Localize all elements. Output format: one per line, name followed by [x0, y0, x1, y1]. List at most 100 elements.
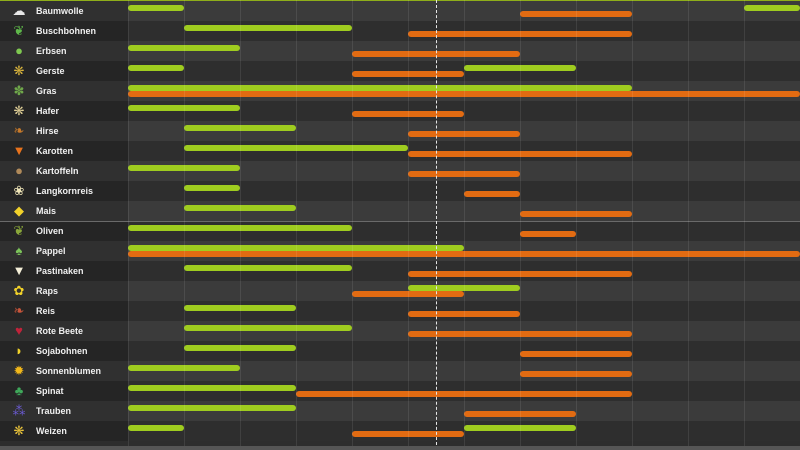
crop-row-sonnenblumen[interactable]: ✹ Sonnenblumen: [0, 361, 800, 381]
rice-icon: ❧: [13, 303, 25, 318]
crop-name: Sojabohnen: [36, 346, 88, 356]
crop-name: Oliven: [36, 226, 64, 236]
crop-name: Langkornreis: [36, 186, 94, 196]
harvest-period-bar: [520, 211, 632, 217]
sowing-period-bar: [184, 305, 296, 311]
crop-row-gras[interactable]: ✽ Gras: [0, 81, 800, 101]
sowing-period-bar: [184, 145, 408, 151]
pea-icon: ●: [15, 43, 23, 58]
crop-row-rote-beete[interactable]: ♥ Rote Beete: [0, 321, 800, 341]
parsnip-icon: ▼: [12, 263, 26, 278]
grapes-icon: ⁂: [12, 403, 26, 418]
month-grid-line: [520, 0, 521, 450]
sunflower-icon: ✹: [13, 363, 25, 378]
crop-label-cell: ✹ Sonnenblumen: [0, 361, 128, 381]
sowing-period-bar: [184, 205, 296, 211]
crop-row-mais[interactable]: ◆ Mais: [0, 201, 800, 221]
grass-icon: ✽: [13, 83, 25, 98]
crop-name: Raps: [36, 286, 59, 296]
sowing-period-bar: [184, 185, 240, 191]
harvest-period-bar: [296, 391, 632, 397]
sowing-period-bar: [184, 125, 296, 131]
crop-name: Karotten: [36, 146, 74, 156]
harvest-period-bar: [408, 271, 632, 277]
crop-row-gerste[interactable]: ❋ Gerste: [0, 61, 800, 81]
month-grid-line: [576, 0, 577, 450]
crop-row-weizen[interactable]: ❋ Weizen: [0, 421, 800, 441]
crop-row-baumwolle[interactable]: ☁ Baumwolle: [0, 1, 800, 21]
crop-row-karotten[interactable]: ▼ Karotten: [0, 141, 800, 161]
sowing-period-bar: [464, 65, 576, 71]
month-grid-line: [744, 0, 745, 450]
olive-icon: ❦: [13, 223, 25, 238]
crop-row-hafer[interactable]: ❋ Hafer: [0, 101, 800, 121]
sowing-period-bar: [184, 345, 296, 351]
bean-icon: ❦: [13, 23, 25, 38]
crop-name: Spinat: [36, 386, 64, 396]
harvest-period-bar: [408, 151, 632, 157]
poplar-icon: ♠: [15, 243, 23, 258]
crop-label-cell: ✿ Raps: [0, 281, 128, 301]
crop-row-kartoffeln[interactable]: ● Kartoffeln: [0, 161, 800, 181]
crop-name: Baumwolle: [36, 6, 84, 16]
sowing-period-bar: [184, 265, 352, 271]
month-grid-line: [688, 0, 689, 450]
crop-row-reis[interactable]: ❧ Reis: [0, 301, 800, 321]
month-grid-line: [408, 0, 409, 450]
sowing-period-bar: [128, 405, 296, 411]
sowing-period-bar: [464, 425, 576, 431]
crop-row-pastinaken[interactable]: ▼ Pastinaken: [0, 261, 800, 281]
crop-label-cell: ❦ Buschbohnen: [0, 21, 128, 41]
crop-row-hirse[interactable]: ❧ Hirse: [0, 121, 800, 141]
crop-name: Reis: [36, 306, 56, 316]
sowing-period-bar: [128, 225, 352, 231]
harvest-period-bar: [128, 251, 800, 257]
month-grid-line: [464, 0, 465, 450]
oat-icon: ❋: [13, 103, 25, 118]
crop-row-langkornreis[interactable]: ❀ Langkornreis: [0, 181, 800, 201]
current-date-marker: [436, 0, 437, 450]
crop-row-buschbohnen[interactable]: ❦ Buschbohnen: [0, 21, 800, 41]
crop-label-cell: ✽ Gras: [0, 81, 128, 101]
harvest-period-bar: [464, 411, 576, 417]
sowing-period-bar: [128, 105, 240, 111]
sowing-period-bar: [128, 365, 240, 371]
crop-label-cell: ● Erbsen: [0, 41, 128, 61]
crop-name: Hafer: [36, 106, 60, 116]
sowing-period-bar: [128, 45, 240, 51]
harvest-period-bar: [352, 291, 464, 297]
crop-label-cell: ◗ Sojabohnen: [0, 341, 128, 361]
sowing-period-bar: [128, 85, 632, 91]
sowing-period-bar: [408, 285, 520, 291]
spinach-icon: ♣: [14, 383, 24, 398]
crop-row-erbsen[interactable]: ● Erbsen: [0, 41, 800, 61]
crop-row-trauben[interactable]: ⁂ Trauben: [0, 401, 800, 421]
crop-label-cell: ◆ Mais: [0, 201, 128, 221]
sowing-period-bar: [128, 65, 184, 71]
crop-row-spinat[interactable]: ♣ Spinat: [0, 381, 800, 401]
crop-label-cell: ♥ Rote Beete: [0, 321, 128, 341]
harvest-period-bar: [520, 351, 632, 357]
crop-label-cell: ▼ Karotten: [0, 141, 128, 161]
crop-name: Hirse: [36, 126, 59, 136]
crop-name: Gerste: [36, 66, 65, 76]
bottom-edge: [0, 446, 800, 450]
harvest-period-bar: [520, 11, 632, 17]
month-grid-line: [352, 0, 353, 450]
crop-row-raps[interactable]: ✿ Raps: [0, 281, 800, 301]
crop-label-cell: ❀ Langkornreis: [0, 181, 128, 201]
crop-row-sojabohnen[interactable]: ◗ Sojabohnen: [0, 341, 800, 361]
crop-name: Rote Beete: [36, 326, 84, 336]
sowing-period-bar: [128, 245, 464, 251]
crop-label-cell: ❦ Oliven: [0, 221, 128, 241]
crop-row-oliven[interactable]: ❦ Oliven: [0, 221, 800, 241]
crop-name: Kartoffeln: [36, 166, 79, 176]
harvest-period-bar: [352, 71, 464, 77]
crop-label-cell: ♠ Pappel: [0, 241, 128, 261]
crop-row-pappel[interactable]: ♠ Pappel: [0, 241, 800, 261]
sowing-period-bar: [184, 325, 352, 331]
sowing-period-bar: [744, 5, 800, 11]
crop-label-cell: ❧ Hirse: [0, 121, 128, 141]
crop-name: Sonnenblumen: [36, 366, 101, 376]
